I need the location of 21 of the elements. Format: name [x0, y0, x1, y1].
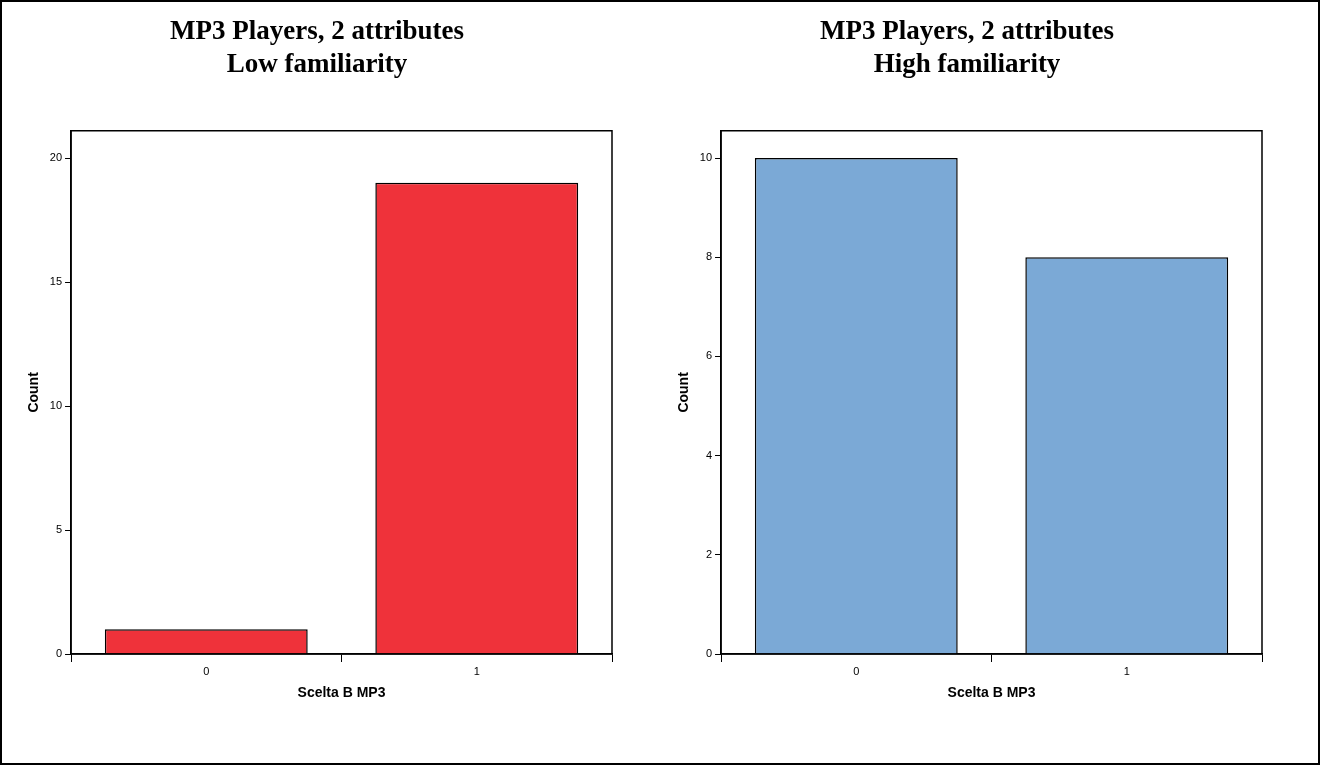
y-tick-label: 10: [49, 399, 63, 412]
y-tick-label: 10: [699, 151, 713, 164]
chart-title: MP3 Players, 2 attributes High familiarity: [820, 15, 1114, 78]
y-tick-label: 6: [705, 349, 713, 362]
y-tick-label: 0: [705, 647, 713, 660]
y-tick-label: 20: [49, 151, 63, 164]
y-axis-title: Count: [25, 371, 42, 413]
y-tick-label: 8: [705, 250, 713, 263]
y-axis-title: Count: [675, 371, 692, 413]
x-tick-label: 1: [1123, 664, 1130, 677]
x-tick-label: 0: [203, 664, 210, 677]
x-tick-label: 1: [473, 664, 480, 677]
y-tick-label: 4: [705, 448, 713, 461]
x-axis-title: Scelta B MP3: [947, 684, 1036, 701]
y-tick-label: 15: [49, 275, 63, 288]
y-tick-label: 5: [55, 523, 63, 536]
x-axis-title: Scelta B MP3: [297, 684, 386, 701]
x-tick-label: 0: [853, 664, 860, 677]
y-tick-label: 0: [55, 647, 63, 660]
y-tick-label: 2: [705, 547, 713, 560]
chart-title: MP3 Players, 2 attributes Low familiarity: [170, 15, 464, 78]
